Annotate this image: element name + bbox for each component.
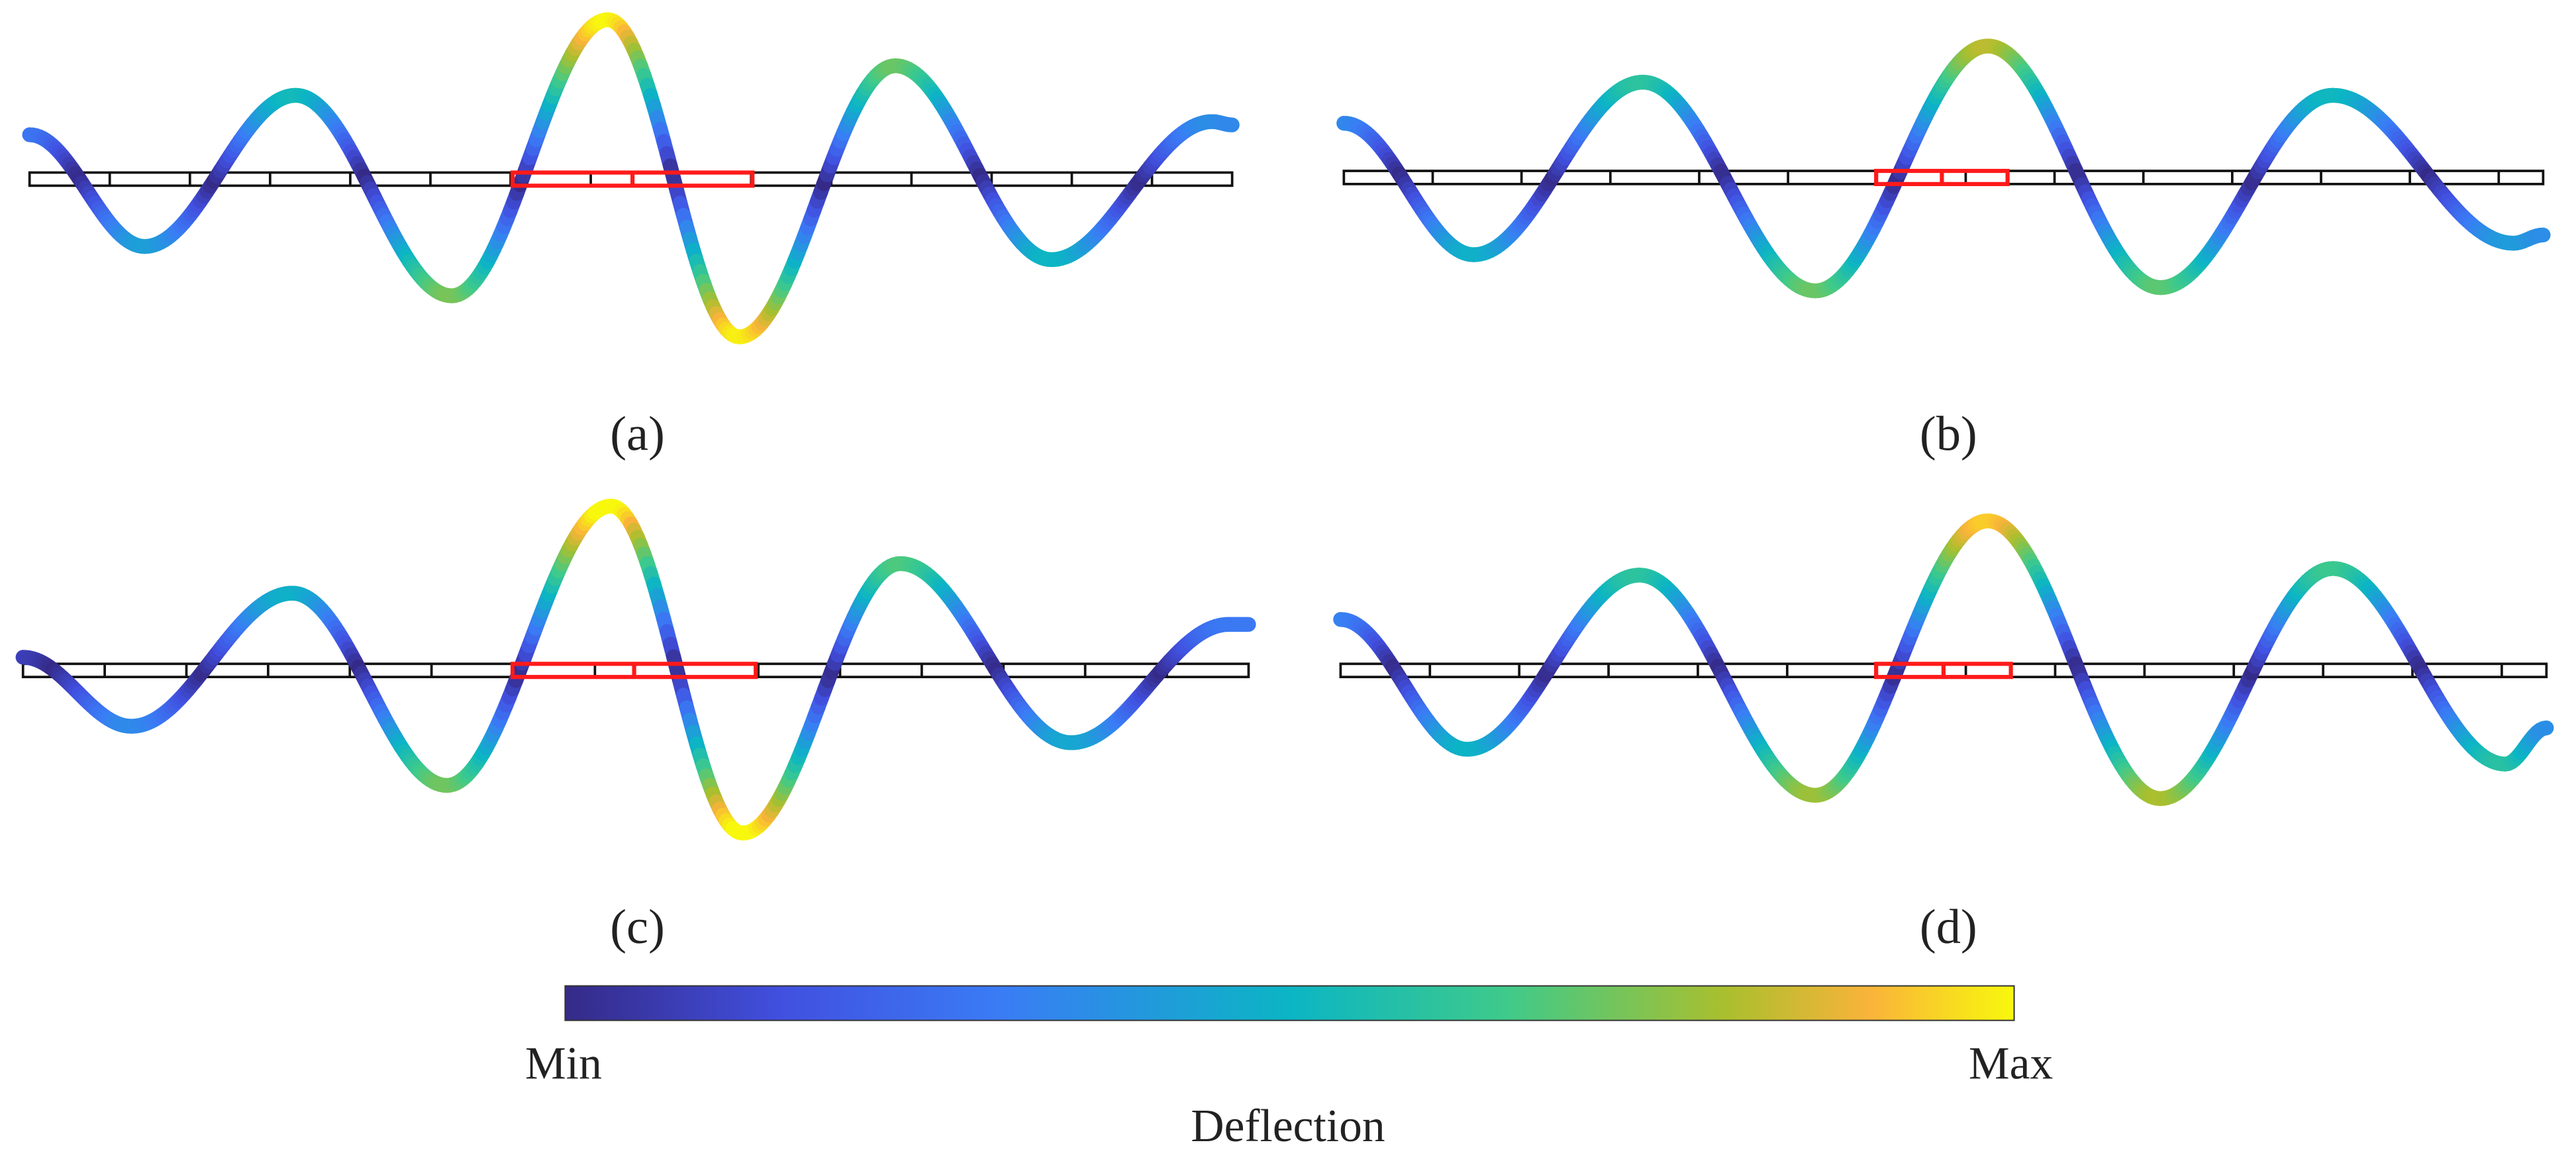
deflection-curve [2536, 720, 2554, 736]
panel-label: (b) [1920, 407, 1977, 462]
panels [15, 12, 2554, 840]
colorbar-max: Max [1969, 1038, 2053, 1089]
panel-label: (a) [610, 407, 665, 462]
panel-label: (d) [1920, 900, 1977, 954]
colorbar-min: Min [525, 1038, 602, 1089]
panel-label: (c) [610, 900, 665, 954]
colorbar-title: Deflection [1191, 1101, 1385, 1152]
colorbar [564, 985, 2015, 1021]
